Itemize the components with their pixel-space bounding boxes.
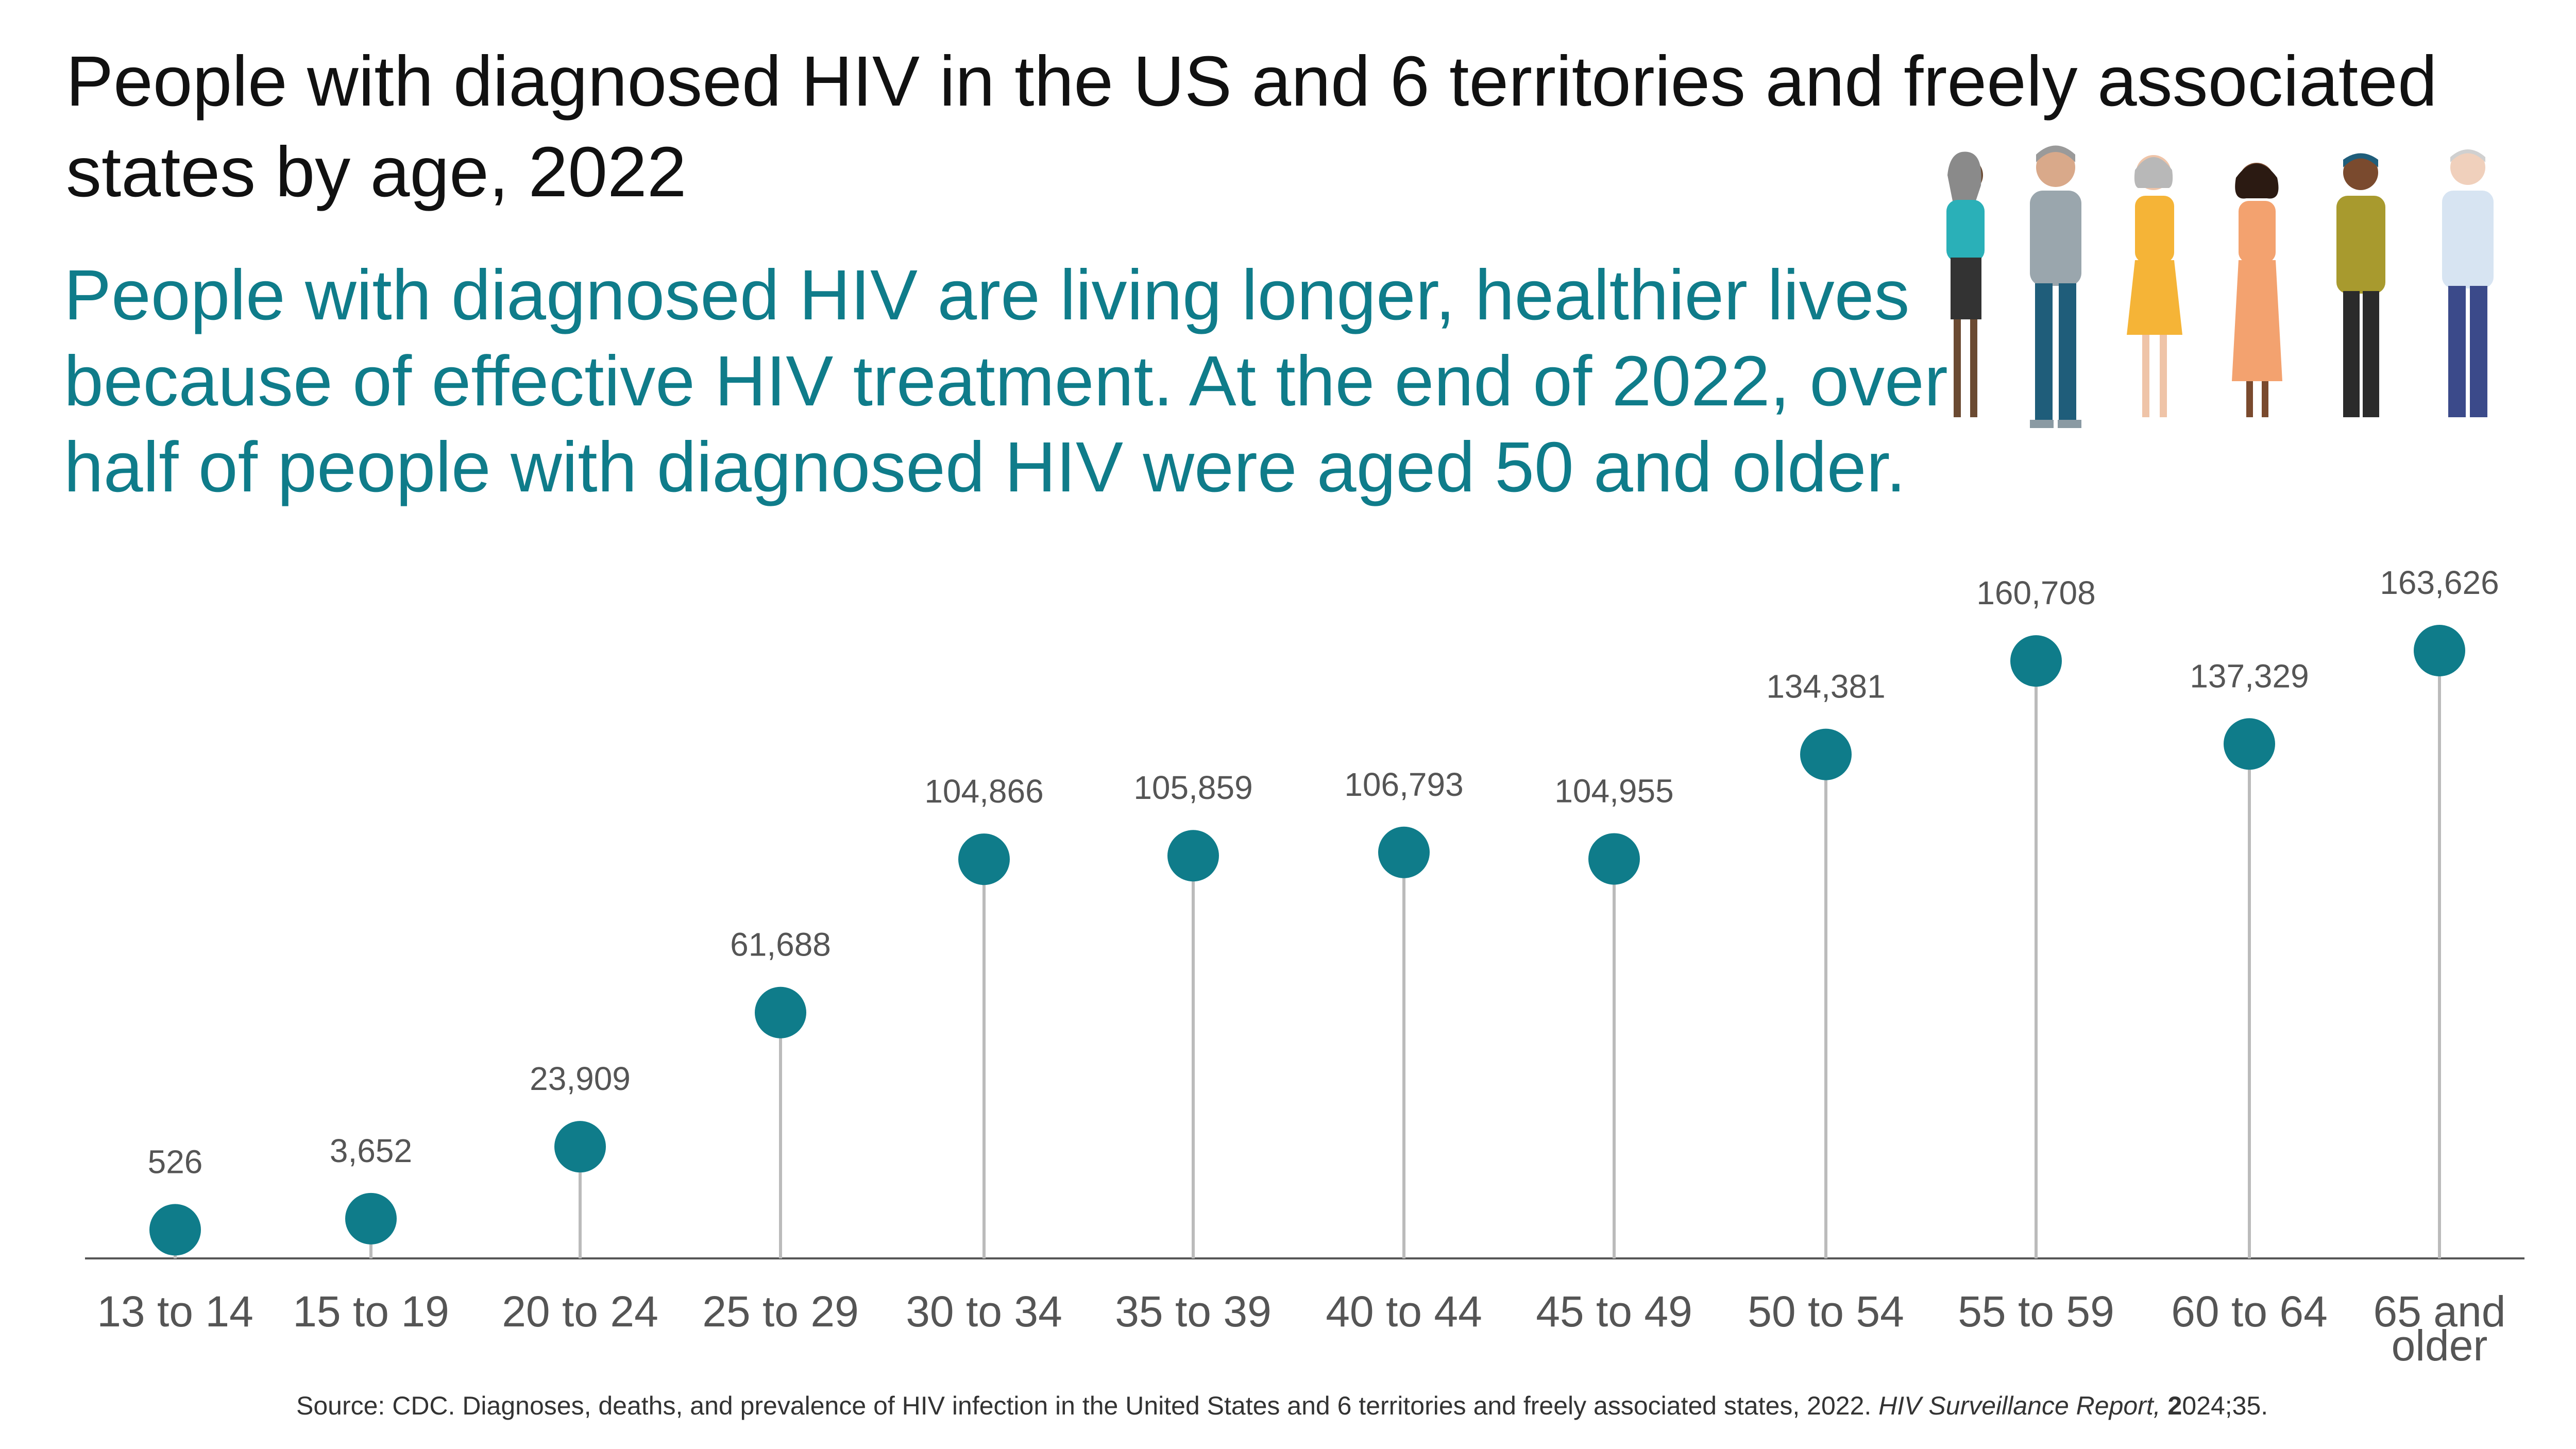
person-icon: [2030, 145, 2081, 428]
data-label-9: 160,708: [1976, 574, 2095, 611]
data-label-3: 61,688: [730, 926, 831, 963]
category-label-0: 13 to 14: [97, 1287, 253, 1336]
data-label-1: 3,652: [330, 1132, 412, 1169]
data-point-1: [345, 1192, 397, 1245]
category-label-5: 35 to 39: [1115, 1287, 1272, 1336]
source-volume: 024;35.: [2182, 1391, 2268, 1420]
data-label-8: 134,381: [1766, 668, 1885, 705]
category-label-8: 50 to 54: [1748, 1287, 1904, 1336]
data-point-3: [755, 986, 806, 1038]
person-icon: [2442, 149, 2494, 417]
data-point-7: [1588, 833, 1640, 885]
source-note: Source: CDC. Diagnoses, deaths, and prev…: [296, 1391, 2268, 1421]
data-point-8: [1800, 728, 1852, 780]
data-label-4: 104,866: [924, 773, 1043, 810]
data-point-5: [1167, 830, 1219, 882]
category-label-9: 55 to 59: [1958, 1287, 2114, 1336]
person-icon: [2232, 163, 2282, 417]
data-point-6: [1378, 826, 1430, 878]
source-volume-digit: 2: [2167, 1391, 2182, 1420]
people-illustration: [1946, 145, 2494, 428]
source-journal: HIV Surveillance Report,: [1878, 1391, 2161, 1420]
data-point-4: [958, 833, 1010, 885]
source-text: Source: CDC. Diagnoses, deaths, and prev…: [296, 1391, 1879, 1420]
data-point-11: [2414, 625, 2465, 676]
data-label-0: 526: [148, 1143, 203, 1180]
chart-title: People with diagnosed HIV in the US and …: [66, 42, 2437, 212]
category-label-10: 60 to 64: [2171, 1287, 2328, 1336]
data-point-2: [554, 1121, 606, 1173]
data-point-10: [2224, 718, 2275, 770]
category-label-4: 30 to 34: [906, 1287, 1062, 1336]
data-label-11: 163,626: [2380, 564, 2499, 601]
category-label-3: 25 to 29: [702, 1287, 859, 1336]
data-point-9: [2010, 635, 2062, 687]
category-label-11: 65 and older: [2374, 1287, 2506, 1370]
data-point-0: [149, 1204, 201, 1256]
person-icon: [2127, 155, 2182, 417]
data-label-2: 23,909: [530, 1060, 631, 1097]
category-label-2: 20 to 24: [502, 1287, 658, 1336]
category-label-7: 45 to 49: [1536, 1287, 1692, 1336]
data-label-10: 137,329: [2190, 657, 2309, 694]
data-label-5: 105,859: [1133, 769, 1252, 806]
category-label-1: 15 to 19: [293, 1287, 449, 1336]
person-icon: [1946, 151, 1985, 417]
data-label-6: 106,793: [1344, 766, 1463, 803]
data-label-7: 104,955: [1554, 772, 1673, 809]
person-icon: [2336, 153, 2385, 417]
category-label-6: 40 to 44: [1326, 1287, 1482, 1336]
chart-subtitle: People with diagnosed HIV are living lon…: [64, 255, 1948, 507]
